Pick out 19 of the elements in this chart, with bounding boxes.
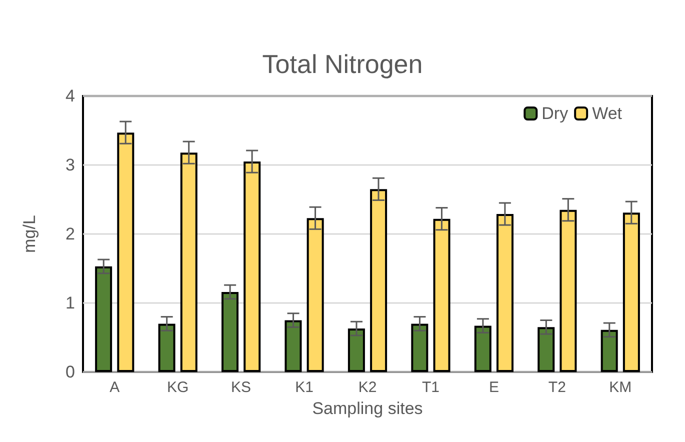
y-tick-label: 3 <box>66 156 75 174</box>
y-tick-label: 2 <box>66 224 75 244</box>
x-tick-label: E <box>488 379 499 396</box>
x-tick-label: T1 <box>422 379 440 396</box>
x-axis-title: Sampling sites <box>312 399 423 418</box>
x-tick-label: K2 <box>358 379 377 396</box>
x-tick-label: KG <box>166 379 189 396</box>
y-tick-label: 1 <box>66 294 75 312</box>
x-tick-label: T2 <box>548 379 566 396</box>
chart-title: Total Nitrogen <box>262 49 423 79</box>
legend-label: Wet <box>592 104 622 123</box>
legend-label: Dry <box>542 104 569 123</box>
y-axis-title: mg/L <box>20 215 39 253</box>
x-tick-label: KM <box>609 379 632 396</box>
x-tick-label: A <box>110 379 120 396</box>
x-tick-label: KS <box>231 379 252 396</box>
y-tick-label: 4 <box>66 86 75 106</box>
x-tick-label: K1 <box>295 379 314 396</box>
y-tick-label: 0 <box>66 362 75 382</box>
